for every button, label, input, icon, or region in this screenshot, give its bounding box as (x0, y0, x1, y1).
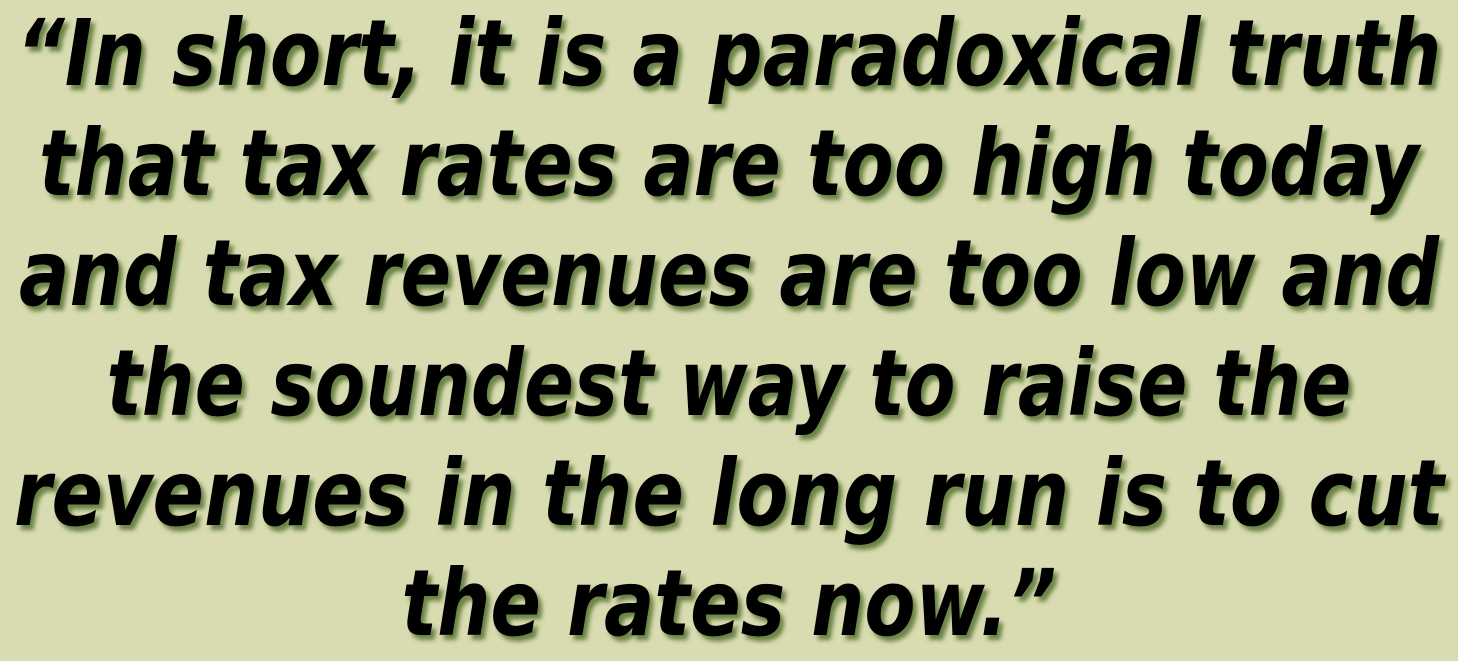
quote-line: “In short, it is a paradoxical truth (17, 0, 1442, 107)
quote-line: revenues in the long run is to cut (14, 440, 1446, 547)
quote-line: the soundest way to raise the (107, 330, 1352, 437)
quote-line: the rates now.” (402, 550, 1057, 657)
quote: “In short, it is a paradoxical truththat… (14, 0, 1446, 657)
quote-line: and tax revenues are too low and (19, 220, 1440, 327)
quote-line: that tax rates are too high today (39, 110, 1422, 217)
